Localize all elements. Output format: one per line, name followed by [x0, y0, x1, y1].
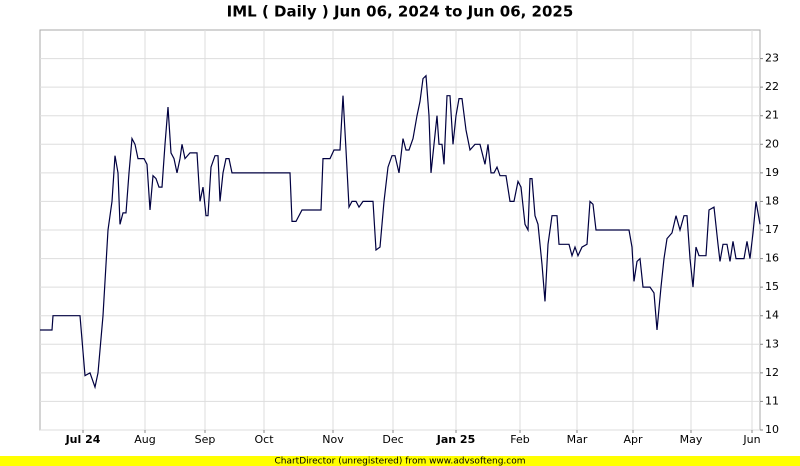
x-tick-label: Nov [322, 433, 344, 446]
y-tick-label: 23 [765, 52, 779, 65]
x-tick-label: Dec [382, 433, 403, 446]
x-tick-label: Jun [742, 433, 760, 446]
y-tick-label: 18 [765, 194, 779, 207]
footer: ChartDirector (unregistered) from www.ad… [274, 457, 525, 466]
y-tick-label: 12 [765, 366, 779, 379]
y-tick-label: 21 [765, 109, 779, 122]
x-tick-label: Feb [510, 433, 529, 446]
y-tick-label: 15 [765, 280, 779, 293]
x-tick-label: Aug [134, 433, 155, 446]
y-tick-label: 19 [765, 166, 779, 179]
chart-title: IML ( Daily ) Jun 06, 2024 to Jun 06, 20… [227, 3, 574, 21]
x-tick-label: Jan 25 [436, 433, 475, 446]
x-tick-label: Jul 24 [65, 433, 101, 446]
x-tick-label: May [680, 433, 703, 446]
y-tick-label: 11 [765, 394, 779, 407]
x-tick-label: Oct [254, 433, 274, 446]
x-tick-label: Sep [195, 433, 216, 446]
x-tick-label: Apr [623, 433, 643, 446]
x-tick-label: Mar [567, 433, 588, 446]
y-tick-label: 10 [765, 423, 779, 436]
price-line [40, 74, 761, 390]
y-tick-label: 17 [765, 223, 779, 236]
y-tick-label: 13 [765, 337, 779, 350]
footer-bar [0, 456, 800, 466]
y-tick-label: 16 [765, 252, 779, 265]
y-tick-label: 14 [765, 309, 779, 322]
y-tick-label: 20 [765, 137, 779, 150]
y-tick-label: 22 [765, 80, 779, 93]
